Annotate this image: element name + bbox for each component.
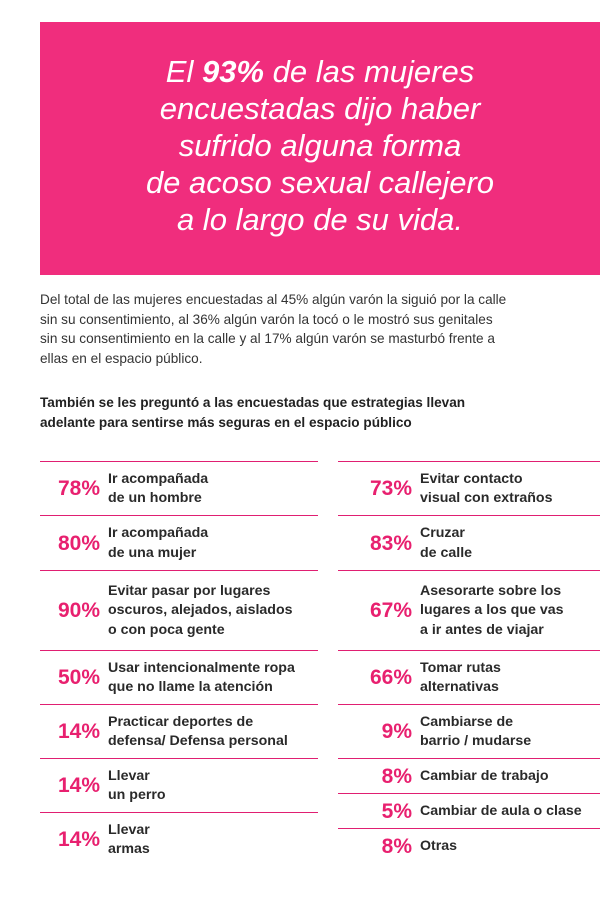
headline-banner: El 93% de las mujeres encuestadas dijo h…	[40, 22, 600, 275]
strategy-row: 5% Cambiar de aula o clase	[338, 793, 600, 829]
headline-line: sufrido alguna forma	[178, 128, 462, 163]
strategy-percent: 66%	[369, 666, 412, 689]
question-paragraph: También se les preguntó a las encuestada…	[40, 393, 600, 432]
headline-line: de acoso sexual callejero	[145, 165, 495, 200]
strategy-percent: 80%	[57, 531, 100, 555]
strategy-percent: 14%	[57, 720, 100, 743]
strategy-label: Practicar deportes de defensa/ Defensa pe…	[100, 713, 288, 752]
strategy-percent: 14%	[57, 828, 100, 851]
strategy-percent: 8%	[381, 764, 412, 788]
strategy-label-line: que no llame la atención	[108, 679, 273, 695]
strategy-row: 8% Cambiar de trabajo	[338, 758, 600, 794]
strategy-row: 67% Asesorarte sobre los lugares a los que…	[338, 570, 600, 651]
strategy-row: 80% Ir acompañada de una mujer	[40, 515, 318, 571]
strategy-label-line: Cambiarse de	[420, 713, 514, 730]
strategy-label-line: a ir antes de viajar	[420, 621, 544, 638]
strategy-percent: 78%	[57, 477, 100, 500]
intro-paragraph: Del total de las mujeres encuestadas al …	[40, 290, 600, 368]
strategy-label-line: Practicar deportes de	[108, 713, 254, 730]
headline-text: El 93% de las mujeres encuestadas dijo h…	[146, 53, 494, 244]
strategy-label: Cruzar de calle	[412, 524, 472, 563]
strategy-row: 9% Cambiarse de barrio / mudarse	[338, 704, 600, 759]
strategy-label-line: Cambiar de aula o clase	[420, 802, 582, 819]
strategy-percent: 8%	[381, 834, 412, 858]
strategy-label: Cambiar de aula o clase	[412, 802, 582, 822]
strategy-percent: 83%	[369, 531, 412, 555]
strategy-label-line: oscuros, alejados, aislados	[108, 602, 293, 619]
strategy-label-line: alternativas	[420, 679, 499, 695]
strategy-label-line: Evitar pasar por lugares	[108, 582, 271, 599]
strategy-label: Otras	[412, 837, 457, 857]
intro-line: Del total de las mujeres encuestadas al …	[40, 292, 507, 307]
intro-line: ellas en el espacio público.	[40, 350, 203, 366]
strategy-label-line: Llevar	[108, 767, 150, 784]
strategy-label-line: Ir acompañada	[108, 525, 209, 541]
headline-line: a lo largo de su vida.	[176, 202, 464, 237]
strategy-label-line: Ir acompañada	[108, 470, 209, 487]
strategy-label-line: Llevar	[108, 821, 150, 838]
strategy-row: 8% Otras	[338, 828, 600, 864]
strategy-label-line: armas	[108, 841, 150, 857]
strategy-percent: 50%	[57, 666, 100, 689]
strategy-label-line: de calle	[420, 544, 473, 561]
strategy-label: Usar intencionalmente ropa que no llame l…	[100, 659, 295, 698]
strategy-label: Evitar contacto visual con extraños	[412, 470, 552, 509]
strategy-label: Ir acompañada de un hombre	[100, 470, 208, 509]
strategy-label-line: un perro	[108, 787, 166, 803]
headline-highlight: 93%	[201, 54, 264, 89]
strategy-label-line: Usar intencionalmente ropa	[108, 659, 295, 676]
strategy-row: 14% Practicar deportes de defensa/ Defensa…	[40, 704, 318, 759]
strategy-row: 83% Cruzar de calle	[338, 515, 600, 571]
strategy-label-line: Cruzar	[420, 525, 465, 541]
strategy-label-line: de un hombre	[108, 490, 202, 506]
strategy-label-line: de una mujer	[108, 544, 197, 561]
strategy-row: 14% Llevar un perro	[40, 758, 318, 813]
strategy-label: Cambiarse de barrio / mudarse	[412, 713, 531, 752]
strategy-row: 73% Evitar contacto visual con extraños	[338, 461, 600, 516]
strategy-row: 66% Tomar rutas alternativas	[338, 650, 600, 705]
strategy-row: 78% Ir acompañada de un hombre	[40, 461, 318, 516]
strategy-percent: 9%	[381, 720, 412, 743]
strategy-percent: 90%	[57, 599, 100, 622]
strategy-percent: 5%	[381, 799, 412, 823]
strategy-label-line: defensa/ Defensa personal	[108, 733, 288, 749]
strategy-label-line: Asesorarte sobre los	[420, 582, 562, 599]
strategy-row: 90% Evitar pasar por lugares oscuros, alej…	[40, 570, 318, 651]
strategy-label-line: Tomar rutas	[420, 659, 501, 676]
strategy-label-line: lugares a los que vas	[420, 602, 564, 619]
strategy-row: 50% Usar intencionalmente ropa que no llam…	[40, 650, 318, 705]
strategy-label: Tomar rutas alternativas	[412, 659, 501, 698]
question-line: adelante para sentirse más seguras en el…	[40, 414, 412, 430]
question-line: También se les preguntó a las encuestada…	[40, 395, 466, 410]
intro-line: sin su consentimiento, al 36% algún varó…	[40, 311, 493, 327]
strategy-percent: 67%	[369, 599, 412, 622]
strategy-label: Llevar armas	[100, 821, 150, 860]
strategy-percent: 73%	[369, 477, 412, 500]
strategy-label-line: o con poca gente	[108, 621, 225, 638]
strategy-label: Llevar un perro	[100, 767, 166, 806]
strategy-percent: 14%	[57, 774, 100, 797]
headline-line: El 93% de las mujeres	[165, 54, 475, 89]
strategy-label-line: barrio / mudarse	[420, 733, 532, 749]
strategy-label-line: Otras	[420, 837, 458, 854]
strategy-row: 14% Llevar armas	[40, 812, 318, 867]
strategy-label: Asesorarte sobre los lugares a los que va…	[412, 582, 564, 641]
headline-line: encuestadas dijo haber	[159, 91, 481, 126]
strategy-label-line: Cambiar de trabajo	[420, 767, 549, 784]
strategy-label: Ir acompañada de una mujer	[100, 524, 208, 563]
strategy-label: Cambiar de trabajo	[412, 767, 549, 787]
strategy-label-line: visual con extraños	[420, 490, 553, 506]
strategy-label-line: Evitar contacto	[420, 470, 523, 487]
intro-line: sin su consentimiento en la calle y al 1…	[40, 331, 495, 346]
strategy-label: Evitar pasar por lugares oscuros, alejado…	[100, 582, 293, 641]
